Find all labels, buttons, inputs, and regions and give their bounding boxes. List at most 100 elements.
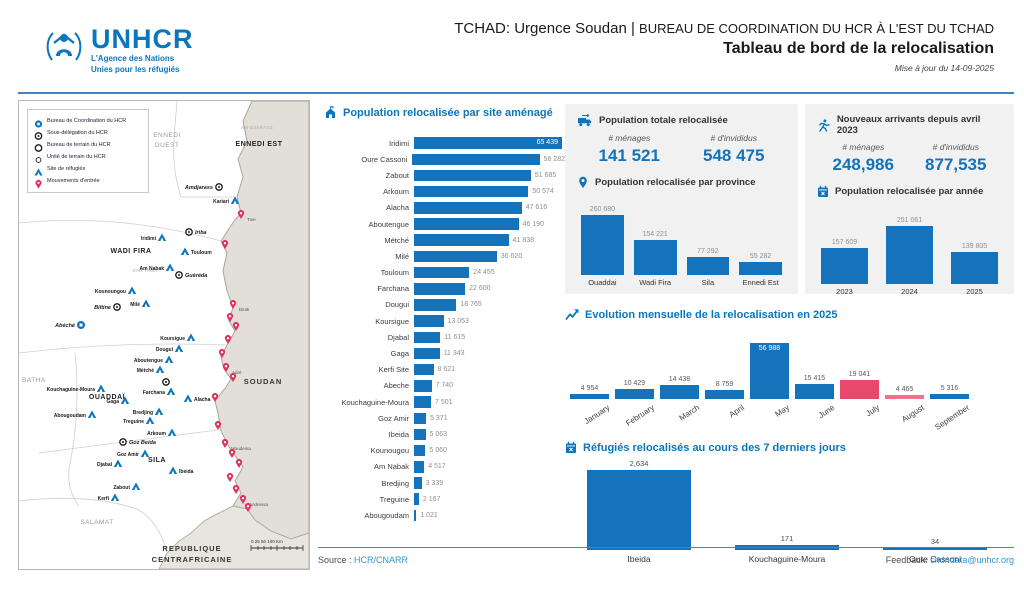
tent-marker: Bredjing [133, 407, 164, 416]
right-panel: Population totale relocalisée # ménages … [565, 100, 1014, 572]
marker-label: Moudeina [231, 446, 251, 451]
pin-marker: Birak [229, 300, 250, 312]
sub-marker [162, 378, 170, 386]
category-label: Kouchaguine-Moura [748, 554, 826, 564]
bar-value-label: 7 501 [435, 398, 453, 406]
province-chart-categories: Ouaddai Wadi Fira Sila Ennedi Est [577, 278, 786, 287]
pin-marker [244, 503, 252, 512]
pin-marker [228, 449, 236, 458]
bar [414, 185, 529, 198]
truck-icon [578, 114, 591, 127]
source-link[interactable]: HCR/CNARR [354, 555, 409, 565]
bar [414, 331, 441, 344]
monthly-chart: 4 954 10 429 14 438 8 759 56 988 15 415 19 041… [565, 327, 1014, 399]
bar-value-label: 18 765 [460, 301, 482, 309]
region-label: SOUDAN [244, 377, 283, 386]
shelter-icon [326, 106, 335, 118]
kpi-new-individus-value: 877,535 [925, 155, 987, 174]
site-name: Métché [384, 235, 409, 245]
bar-value-label: 11 615 [444, 333, 466, 341]
site-name: Abeche [383, 381, 409, 391]
marker-label: Alacha [194, 397, 211, 403]
year-chart-title-text: Population relocalisée par année [835, 186, 984, 197]
monthly-chart-title: Evolution mensuelle de la relocalisation… [565, 308, 1014, 321]
site-chart-title: Population relocalisée par site aménagé [324, 106, 565, 119]
logo-tagline-1: L'Agence des Nations [91, 54, 175, 63]
bar [414, 218, 519, 230]
bar-value-label: 154 221 [642, 230, 668, 238]
bar [414, 444, 426, 457]
bar [951, 251, 998, 284]
site-name: Bredjing [381, 478, 409, 488]
bar-value-label: 260 680 [589, 206, 616, 213]
marker-label: Métché [137, 368, 154, 374]
pin-marker [211, 393, 219, 402]
bar-value-label: 2 167 [422, 495, 441, 503]
bar [570, 394, 609, 399]
feedback-email-link[interactable]: chdndata@unhcr.org [930, 555, 1014, 565]
site-chart-title-text: Population relocalisée par site aménagé [343, 106, 553, 119]
bar [840, 380, 879, 399]
month-column: 15 415 [792, 375, 837, 399]
marker-label: Abougoudam [54, 413, 87, 419]
bar-value-label: 139 805 [961, 242, 988, 250]
marker-label: Andressa [249, 502, 269, 507]
unhcr-logo: UNHCR L'Agence des Nations Unies pour le… [44, 26, 194, 74]
site-chart-row: Kouchaguine-Moura 7 501 [324, 394, 565, 410]
tent-marker: Alacha [183, 394, 211, 403]
category-label: Ouaddai [588, 278, 617, 287]
month-column: 56 988 [747, 343, 792, 399]
bar-value-label: 10 429 [623, 379, 646, 387]
title-prefix: TCHAD: Urgence Soudan | [454, 20, 640, 37]
site-chart-row: Ibeida 5 063 [324, 426, 565, 442]
pin-marker: Andressa [239, 495, 269, 507]
province-chart: 260 680 154 221 77 292 55 282 [577, 199, 786, 275]
category-label: 2024 [901, 287, 918, 296]
province-chart-title-text: Population relocalisée par province [595, 177, 756, 188]
marker-label: Gaga [106, 399, 119, 405]
bar-value-label: 4 465 [895, 385, 914, 393]
tent-marker: Dougui [156, 344, 184, 353]
marker-label: Bredjing [133, 410, 153, 416]
bar [750, 343, 789, 399]
site-name: Aboutengue [368, 219, 409, 229]
site-name: Treguine [379, 494, 409, 504]
pin-marker [218, 349, 226, 358]
site-chart-row: Farchana 22 600 [324, 281, 565, 297]
legend-label: Site de réfugiés [47, 166, 86, 172]
month-label: July [864, 403, 881, 419]
site-chart-row: Kounougou 5 060 [324, 443, 565, 459]
bar-value-label: 65 439 [536, 138, 558, 146]
column: 154 221 [633, 230, 677, 275]
pin-marker: Adré [222, 363, 242, 375]
marker-label: Goz Amir [117, 452, 139, 458]
tent-marker: Iridimi [141, 233, 167, 242]
bar-value-label: 4 954 [580, 385, 599, 393]
content: Bureau de Coordination du HCR Sous-déléga… [18, 100, 1014, 572]
bar-value-label: 47 616 [525, 204, 548, 212]
pin-marker [232, 485, 240, 494]
month-column: 19 041 [837, 371, 882, 399]
hq-legend-icon [34, 116, 43, 128]
monthly-chart-categories: January February March April May June July Augu… [565, 399, 1014, 432]
marker-label: Zabout [113, 485, 130, 491]
column: 139 805 [951, 243, 998, 284]
marker-label: Arkoum [147, 431, 166, 437]
bar-value-label: 22 600 [469, 285, 491, 293]
category-label: Oure Cassoni [909, 554, 961, 564]
tent-marker: Kariari [213, 196, 240, 205]
kpi-card-total: Population totale relocalisée # ménages … [565, 104, 798, 294]
sub-legend-icon [34, 128, 43, 140]
marker-label: Adré [232, 370, 242, 375]
legend-item: Mouvements d'entrée [34, 176, 142, 189]
site-chart-row: Touloum 24 455 [324, 265, 565, 281]
bar-value-label: 157 609 [831, 238, 858, 246]
bar-value-label: 1 021 [420, 511, 438, 519]
bar-value-label: 24 455 [473, 269, 495, 277]
map-panel: Bureau de Coordination du HCR Sous-déléga… [18, 100, 310, 570]
calendar-icon [818, 185, 828, 197]
site-name: Koursigue [375, 316, 409, 326]
week-section: Réfugiés relocalisés au cours des 7 dern… [565, 441, 1014, 564]
bar [739, 262, 782, 275]
admin-boundaries [18, 100, 237, 554]
